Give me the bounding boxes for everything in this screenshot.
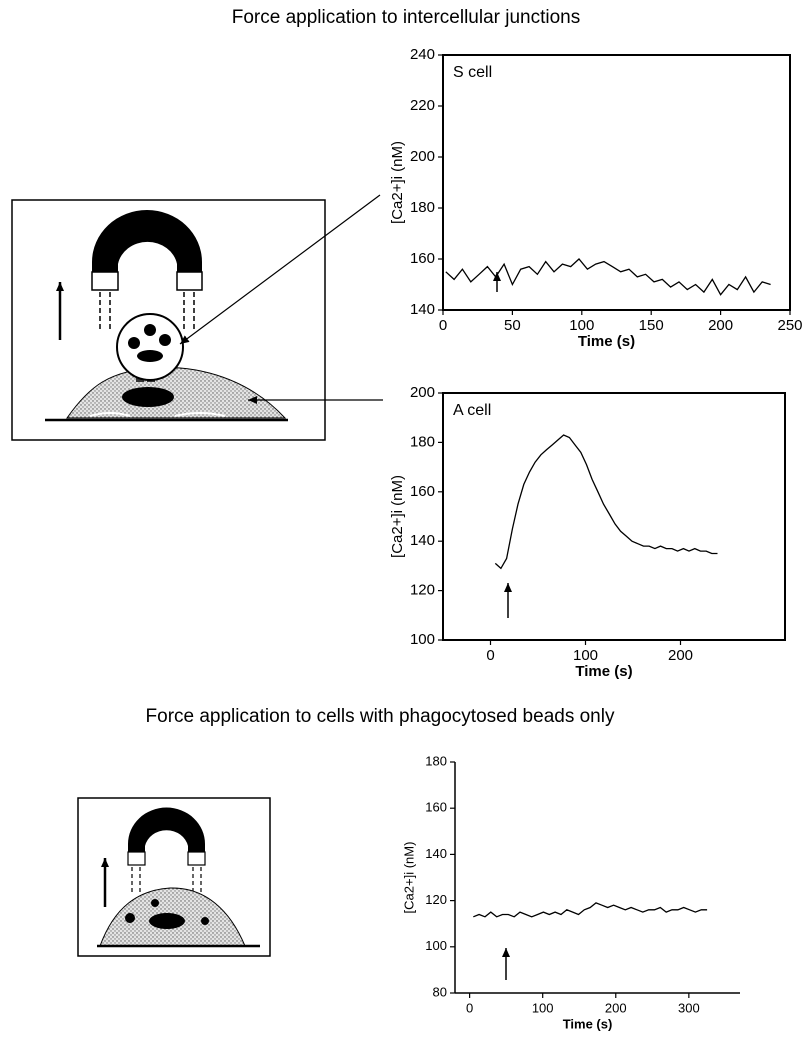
y-tick-label: 160: [410, 250, 435, 267]
x-tick-label: 100: [532, 1000, 554, 1015]
x-tick-label: 0: [486, 647, 494, 664]
phagocytosed-diagram: [77, 797, 271, 957]
y-tick-label: 100: [410, 631, 435, 648]
plot-frame: [442, 54, 791, 311]
x-tick-label: 0: [466, 1000, 473, 1015]
y-tick-label: 140: [410, 301, 435, 318]
y-tick-label: 200: [410, 148, 435, 165]
section-heading: Force application to cells with phagocyt…: [146, 706, 615, 727]
x-tick-label: 200: [668, 647, 693, 664]
y-tick-label: 140: [425, 846, 447, 861]
junction-diagram: [11, 194, 383, 441]
y-tick-label: 120: [410, 582, 435, 599]
y-axis-label: [Ca2+]i (nM): [389, 141, 406, 224]
x-tick-label: 300: [678, 1000, 700, 1015]
x-axis-label: Time (s): [578, 333, 635, 350]
x-tick-label: 100: [569, 317, 594, 334]
y-tick-label: 100: [425, 938, 447, 953]
x-tick-label: 200: [605, 1000, 627, 1015]
data-line: [494, 434, 718, 570]
y-axis-label: [Ca2+]i (nM): [389, 475, 406, 558]
plot-frame: [442, 392, 786, 641]
y-tick-label: 200: [410, 384, 435, 401]
y-tick-label: 160: [425, 800, 447, 815]
y-axis-label: [Ca2+]i (nM): [401, 842, 416, 914]
y-tick-label: 220: [410, 97, 435, 114]
y-tick-label: 140: [410, 532, 435, 549]
y-tick-label: 160: [410, 483, 435, 500]
x-tick-label: 250: [777, 317, 802, 334]
x-tick-label: 50: [504, 317, 521, 334]
y-tick-label: 240: [410, 46, 435, 63]
y-tick-label: 180: [410, 433, 435, 450]
x-tick-label: 0: [439, 317, 447, 334]
panel-title: A cell: [453, 402, 491, 419]
y-tick-label: 180: [425, 753, 447, 768]
x-tick-label: 200: [708, 317, 733, 334]
x-tick-label: 100: [573, 647, 598, 664]
data-line: [445, 258, 771, 296]
x-tick-label: 150: [639, 317, 664, 334]
section-heading: Force application to intercellular junct…: [232, 7, 581, 28]
data-line: [473, 902, 708, 918]
y-tick-label: 120: [425, 892, 447, 907]
panel-title: S cell: [453, 64, 492, 81]
x-axis-label: Time (s): [563, 1016, 613, 1031]
x-axis-label: Time (s): [575, 663, 632, 680]
y-tick-label: 180: [410, 199, 435, 216]
y-tick-label: 80: [433, 984, 447, 999]
